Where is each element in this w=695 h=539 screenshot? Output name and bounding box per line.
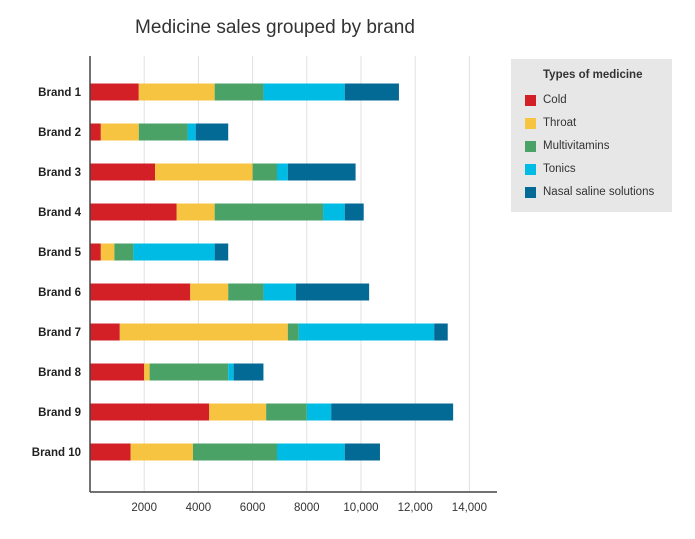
bar-brand-7-cold xyxy=(90,323,120,341)
legend-label-multivitamins: Multivitamins xyxy=(543,140,610,152)
bar-brand-1-cold xyxy=(90,83,139,101)
bar-brand-4-cold xyxy=(90,203,177,221)
bar-brand-8-throat xyxy=(144,363,150,381)
bar-brand-6-tonics xyxy=(263,283,296,301)
category-label-brand-3: Brand 3 xyxy=(38,167,81,179)
bar-brand-7-throat xyxy=(119,323,288,341)
bar-brand-9-tonics xyxy=(306,403,332,421)
bar-brand-2-nasal-saline-solutions xyxy=(195,123,229,141)
legend-title: Types of medicine xyxy=(543,69,643,81)
bar-brand-1-throat xyxy=(138,83,215,101)
bar-brand-4-tonics xyxy=(323,203,345,221)
bar-brand-9-multivitamins xyxy=(266,403,307,421)
tick-labels: 2000 4000 6000 8000 10,000 12,000 14,000 xyxy=(131,502,487,514)
bar-brand-8-nasal-saline-solutions xyxy=(233,363,264,381)
bar-brand-6-multivitamins xyxy=(228,283,264,301)
bar-brand-1-multivitamins xyxy=(214,83,264,101)
bar-brand-2-throat xyxy=(100,123,139,141)
bar-brand-2-cold xyxy=(90,123,101,141)
tick-label: 4000 xyxy=(186,502,212,514)
category-label-brand-2: Brand 2 xyxy=(38,127,81,139)
bar-brand-9-throat xyxy=(209,403,267,421)
legend-label-nasal-saline-solutions: Nasal saline solutions xyxy=(543,186,655,198)
bar-brand-7-tonics xyxy=(298,323,435,341)
chart-title: Medicine sales grouped by brand xyxy=(135,17,415,38)
legend-swatch-cold xyxy=(525,95,536,106)
bar-brand-9-cold xyxy=(90,403,210,421)
gridlines xyxy=(143,56,470,492)
legend-swatch-throat xyxy=(525,118,536,129)
bar-brand-3-throat xyxy=(155,163,253,181)
bar-brand-10-cold xyxy=(90,443,131,461)
bar-brand-10-throat xyxy=(130,443,193,461)
bar-brand-10-nasal-saline-solutions xyxy=(344,443,380,461)
bar-brand-5-throat xyxy=(100,243,115,261)
bar-brand-10-multivitamins xyxy=(192,443,277,461)
legend-label-cold: Cold xyxy=(543,94,567,106)
bar-brand-6-throat xyxy=(190,283,229,301)
bar-brand-6-nasal-saline-solutions xyxy=(295,283,370,301)
legend-swatch-tonics xyxy=(525,164,536,175)
bar-brand-8-tonics xyxy=(228,363,234,381)
bar-brand-8-cold xyxy=(90,363,145,381)
bar-brand-3-nasal-saline-solutions xyxy=(287,163,356,181)
legend-swatch-multivitamins xyxy=(525,141,536,152)
tick-label: 8000 xyxy=(294,502,320,514)
axes xyxy=(89,56,497,493)
bar-brand-8-multivitamins xyxy=(149,363,229,381)
bar-brand-4-nasal-saline-solutions xyxy=(344,203,364,221)
legend-label-throat: Throat xyxy=(543,117,577,129)
category-label-brand-7: Brand 7 xyxy=(38,327,81,339)
bars xyxy=(90,83,454,461)
bar-brand-3-multivitamins xyxy=(252,163,277,181)
bar-brand-5-multivitamins xyxy=(114,243,134,261)
tick-label: 6000 xyxy=(240,502,266,514)
legend-swatch-nasal-saline-solutions xyxy=(525,187,536,198)
category-label-brand-9: Brand 9 xyxy=(38,407,81,419)
bar-brand-1-tonics xyxy=(263,83,345,101)
bar-brand-7-nasal-saline-solutions xyxy=(434,323,448,341)
bar-brand-5-nasal-saline-solutions xyxy=(214,243,229,261)
tick-label: 12,000 xyxy=(398,502,433,514)
tick-label: 10,000 xyxy=(343,502,378,514)
category-label-brand-10: Brand 10 xyxy=(32,447,81,459)
category-label-brand-4: Brand 4 xyxy=(38,207,81,219)
bar-brand-5-tonics xyxy=(133,243,215,261)
tick-label: 2000 xyxy=(131,502,157,514)
category-label-brand-1: Brand 1 xyxy=(38,87,81,99)
category-labels: Brand 1 Brand 2 Brand 3 Brand 4 Brand 5 Brand… xyxy=(32,87,82,459)
bar-brand-7-multivitamins xyxy=(287,323,299,341)
bar-brand-3-tonics xyxy=(276,163,288,181)
bar-brand-1-nasal-saline-solutions xyxy=(344,83,399,101)
bar-brand-3-cold xyxy=(90,163,156,181)
bar-brand-4-multivitamins xyxy=(214,203,324,221)
bar-brand-6-cold xyxy=(90,283,191,301)
bar-brand-10-tonics xyxy=(276,443,345,461)
bar-brand-4-throat xyxy=(176,203,215,221)
bar-brand-2-tonics xyxy=(187,123,196,141)
category-label-brand-8: Brand 8 xyxy=(38,367,81,379)
legend-label-tonics: Tonics xyxy=(543,163,576,175)
bar-brand-9-nasal-saline-solutions xyxy=(331,403,454,421)
legend: Types of medicine Cold Throat Multivitam… xyxy=(511,59,672,212)
category-label-brand-5: Brand 5 xyxy=(38,247,81,259)
bar-brand-5-cold xyxy=(90,243,101,261)
bar-brand-2-multivitamins xyxy=(138,123,188,141)
category-label-brand-6: Brand 6 xyxy=(38,287,81,299)
tick-label: 14,000 xyxy=(452,502,487,514)
